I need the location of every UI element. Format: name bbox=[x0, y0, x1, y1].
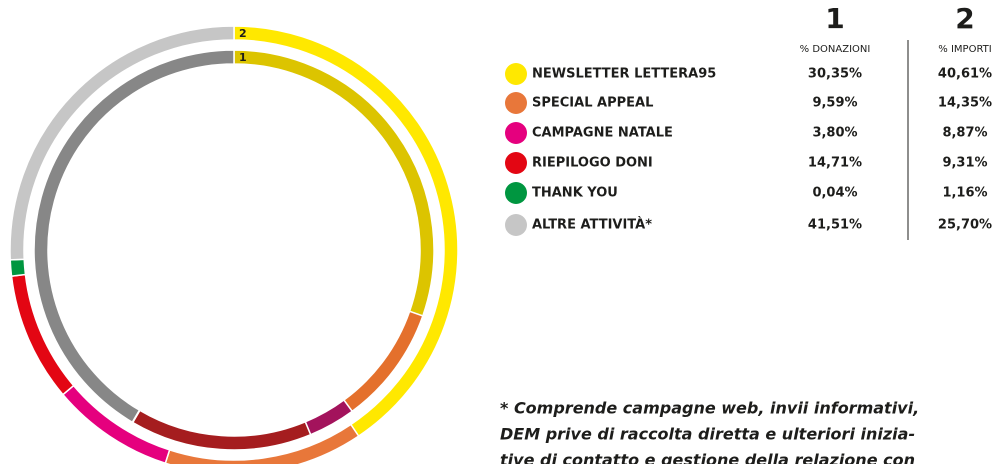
column-subheader: % DONAZIONI bbox=[800, 44, 871, 55]
legend-label: RIEPILOGO DONI bbox=[532, 156, 653, 171]
ring-segment bbox=[9, 25, 235, 261]
value-label: 41,51% bbox=[808, 218, 862, 233]
column-subheader: % IMPORTI bbox=[938, 44, 991, 55]
legend-marker bbox=[505, 122, 527, 144]
ring-segment bbox=[342, 310, 424, 413]
legend-label: THANK YOU bbox=[532, 186, 618, 201]
legend-marker bbox=[505, 182, 527, 204]
value-label: 40,61% bbox=[938, 67, 992, 82]
ring-label: 1 bbox=[239, 51, 247, 64]
column-header: 1 bbox=[825, 2, 844, 35]
value-label: 3,80% bbox=[812, 126, 857, 141]
legend-label: NEWSLETTER LETTERA95 bbox=[532, 67, 716, 82]
legend-marker bbox=[505, 214, 527, 236]
value-label: 25,70% bbox=[938, 218, 992, 233]
value-label: 1,16% bbox=[942, 186, 987, 201]
legend-marker bbox=[505, 63, 527, 85]
legend-marker bbox=[505, 152, 527, 174]
ring-label: 2 bbox=[239, 27, 247, 40]
column-header: 2 bbox=[955, 2, 974, 35]
footnote: DEM prive di raccolta diretta e ulterior… bbox=[500, 425, 915, 444]
value-label: 9,31% bbox=[942, 156, 987, 171]
footnote: * Comprende campagne web, invii informat… bbox=[500, 399, 919, 418]
value-label: 30,35% bbox=[808, 67, 862, 82]
legend-label: SPECIAL APPEAL bbox=[532, 96, 653, 111]
legend-label: ALTRE ATTIVITÀ* bbox=[532, 217, 652, 233]
value-label: 9,59% bbox=[812, 96, 857, 111]
footnote: tive di contatto e gestione della relazi… bbox=[500, 451, 915, 464]
value-label: 14,71% bbox=[808, 156, 862, 171]
legend-marker bbox=[505, 92, 527, 114]
ring-segment bbox=[233, 49, 435, 317]
ring-segment bbox=[9, 258, 27, 277]
value-label: 14,35% bbox=[938, 96, 992, 111]
ring-segment bbox=[33, 49, 235, 424]
legend-label: CAMPAGNE NATALE bbox=[532, 126, 673, 141]
value-label: 8,87% bbox=[942, 126, 987, 141]
value-label: 0,04% bbox=[812, 186, 857, 201]
ring-segment bbox=[131, 409, 312, 451]
